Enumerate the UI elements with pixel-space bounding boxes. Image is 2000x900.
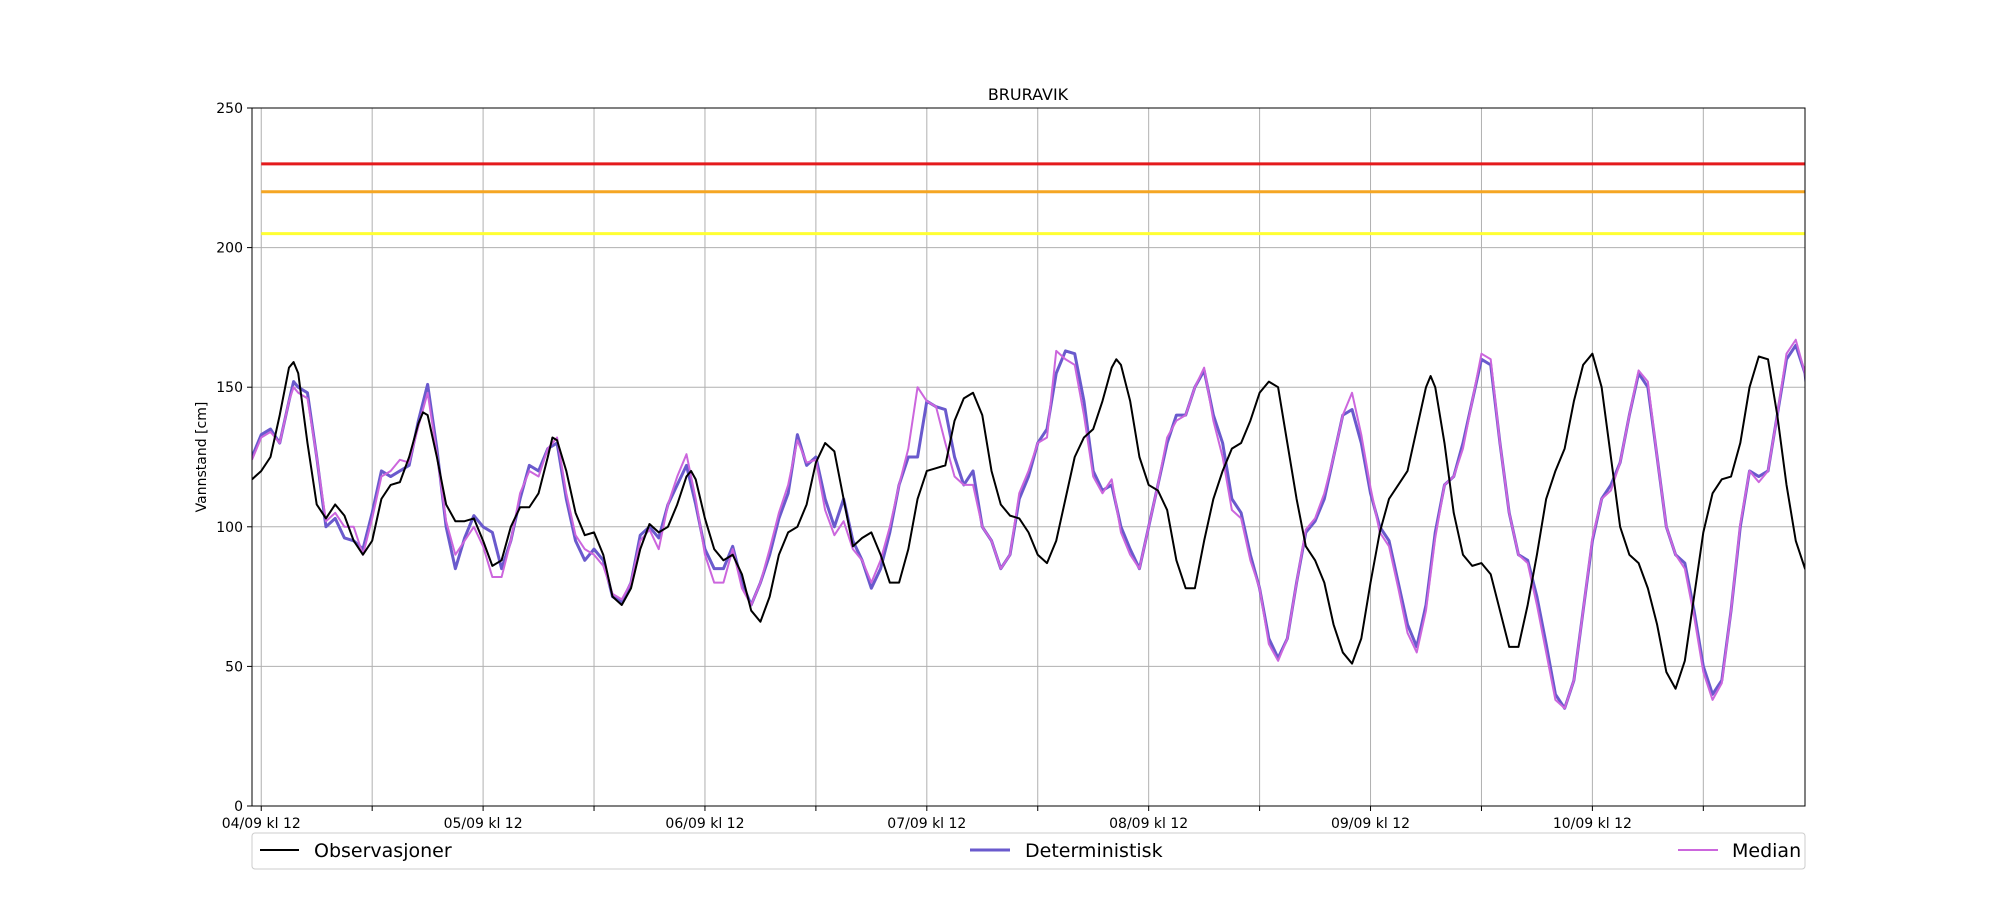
x-tick-label: 06/09 kl 12	[665, 816, 744, 832]
x-axis-ticks: 04/09 kl 12 05/09 kl 12 06/09 kl 12 07/09 k…	[222, 806, 1704, 832]
x-tick-label: 05/09 kl 12	[444, 816, 523, 832]
x-tick-label: 09/09 kl 12	[1331, 816, 1410, 832]
series-line-observasjoner	[252, 352, 1805, 690]
x-tick-label: 07/09 kl 12	[887, 816, 966, 832]
legend-label-observasjoner: Observasjoner	[314, 840, 452, 862]
y-tick-label: 250	[216, 101, 243, 117]
plot-frame	[251, 107, 1806, 807]
legend-box	[251, 832, 1806, 870]
chart-title: BRURAVIK	[988, 85, 1069, 104]
grid	[252, 107, 1805, 807]
x-tick-label: 08/09 kl 12	[1109, 816, 1188, 832]
legend-label-deterministisk: Deterministisk	[1025, 840, 1163, 862]
series-line-deterministisk	[252, 343, 1805, 710]
y-tick-label: 50	[225, 659, 243, 675]
legend: Observasjoner Deterministisk Median	[251, 832, 1806, 870]
threshold-lines	[261, 162, 1805, 236]
series-lines	[252, 338, 1805, 710]
y-axis-label: Vannstand [cm]	[194, 402, 210, 513]
series-line-median	[252, 338, 1805, 710]
y-tick-label: 200	[216, 241, 243, 257]
x-tick-label: 10/09 kl 12	[1553, 816, 1632, 832]
y-axis-ticks: 0 50 100 150 200 250	[216, 101, 252, 815]
y-tick-label: 150	[216, 380, 243, 396]
x-tick-label: 04/09 kl 12	[222, 816, 301, 832]
y-tick-label: 0	[234, 799, 243, 815]
legend-label-median: Median	[1732, 840, 1801, 862]
y-tick-label: 100	[216, 520, 243, 536]
